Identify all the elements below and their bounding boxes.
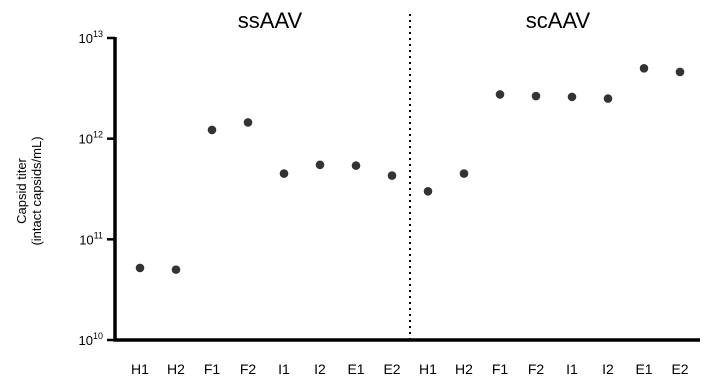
y-tick-exponent: 10 [93,331,103,341]
data-point [603,94,613,103]
y-tick-base: 10 [79,31,93,46]
y-tick-exponent: 13 [93,29,103,39]
data-point [423,187,433,196]
data-point [279,169,289,178]
y-tick-label: 1012 [79,130,103,147]
data-point [207,125,217,135]
y-tick-base: 10 [79,333,93,348]
x-tick-label: H1 [419,361,437,377]
x-tick-label: I1 [566,361,578,377]
x-tick-label: H1 [131,361,149,377]
y-tick-base: 10 [79,232,93,247]
x-tick-label: E2 [671,361,688,377]
data-point [243,118,253,127]
group-label: ssAAV [238,8,303,33]
group-labels: ssAAV scAAV [238,8,591,33]
x-tick-label: F2 [240,361,257,377]
data-points [135,64,685,274]
data-point [171,265,181,274]
y-axis-title-line-1: Capsid titer [14,157,29,223]
y-axis-title: Capsid titer (intact capsids/mL) [14,136,44,245]
data-point [675,67,685,77]
x-tick-label: E1 [347,361,364,377]
x-tick-label: I2 [314,361,326,377]
x-tick-label: F1 [492,361,509,377]
data-point [387,171,397,180]
x-tick-label: I1 [278,361,290,377]
x-tick-label: I2 [602,361,614,377]
y-tick-exponent: 12 [93,130,103,140]
group-label: scAAV [526,8,591,33]
data-point [135,263,145,273]
x-tick-label: H2 [167,361,185,377]
data-point [639,64,649,73]
x-tick-label: H2 [455,361,473,377]
axes [113,14,700,342]
data-point [567,92,577,102]
data-point [351,161,361,170]
data-point [495,90,505,99]
y-axis-title-line-2: (intact capsids/mL) [29,136,44,245]
x-tick-label: F1 [204,361,221,377]
y-tick-label: 1011 [79,230,103,247]
y-tick-label: 1013 [79,29,103,46]
data-point [531,91,541,101]
x-tick-label: F2 [528,361,545,377]
y-tick-label: 1010 [79,331,103,348]
y-tick-exponent: 11 [94,230,103,240]
x-tick-label: E2 [383,361,400,377]
x-ticks: H1 H2 F1 F2 I1 I2 E1 E2 H1 H2 F1 F2 I1 I2 E1 E2 [131,361,689,377]
y-tick-base: 10 [79,132,93,147]
x-tick-label: E1 [635,361,652,377]
data-point [459,169,469,178]
data-point [315,160,325,170]
